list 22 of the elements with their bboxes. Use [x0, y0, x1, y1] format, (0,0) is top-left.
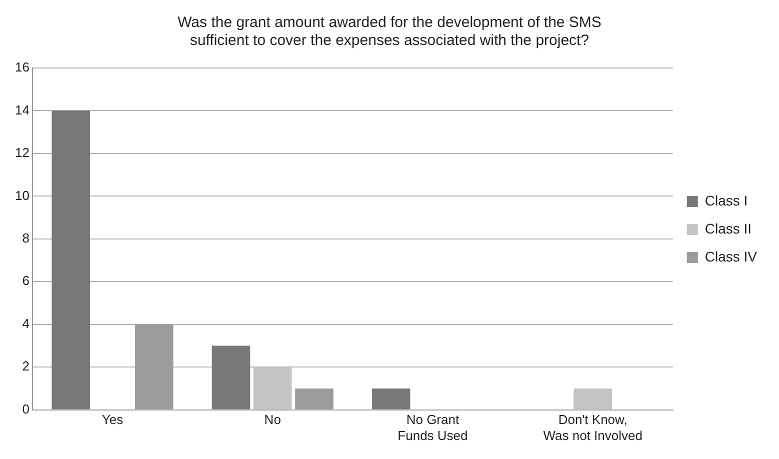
- chart-title: Was the grant amount awarded for the development of the SMS sufficient to cover the expenses associated with the project?: [178, 14, 602, 50]
- y-tick-label: 14: [14, 102, 30, 118]
- bar: [52, 110, 90, 410]
- x-tick-label: No: [264, 412, 281, 428]
- y-tick-label: 12: [14, 145, 30, 160]
- legend-label: Class II: [704, 220, 752, 236]
- bar: [574, 388, 612, 410]
- y-tick-label: 16: [14, 60, 30, 75]
- x-tick-label: No Grant Funds Used: [398, 412, 468, 443]
- y-tick-label: 2: [22, 358, 30, 374]
- y-tick-label: 4: [22, 316, 30, 331]
- legend-label: Class I: [704, 192, 748, 208]
- bar: [372, 388, 410, 410]
- bar: [253, 367, 292, 410]
- y-tick-label: 10: [14, 188, 30, 203]
- y-tick-label: 6: [22, 273, 30, 288]
- x-tick-label: Don't Know, Was not Involved: [543, 412, 642, 443]
- bar: [212, 346, 250, 410]
- y-tick-label: 8: [22, 230, 30, 246]
- y-tick-label: 0: [22, 401, 30, 416]
- x-tick-label: Yes: [102, 412, 124, 428]
- legend-label: Class IV: [704, 248, 758, 264]
